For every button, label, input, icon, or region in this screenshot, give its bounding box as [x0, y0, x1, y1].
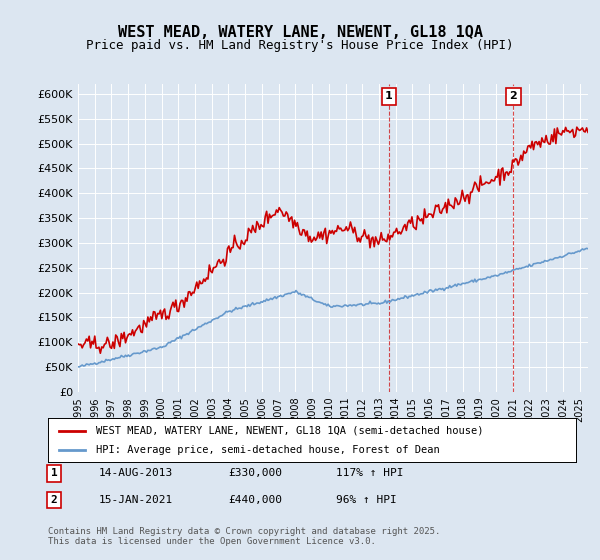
Text: 117% ↑ HPI: 117% ↑ HPI	[336, 468, 404, 478]
Text: WEST MEAD, WATERY LANE, NEWENT, GL18 1QA (semi-detached house): WEST MEAD, WATERY LANE, NEWENT, GL18 1QA…	[95, 426, 483, 436]
Text: 96% ↑ HPI: 96% ↑ HPI	[336, 495, 397, 505]
Text: 2: 2	[50, 495, 58, 505]
Text: £330,000: £330,000	[228, 468, 282, 478]
Text: 1: 1	[385, 91, 393, 101]
Text: Price paid vs. HM Land Registry's House Price Index (HPI): Price paid vs. HM Land Registry's House …	[86, 39, 514, 52]
Text: 1: 1	[50, 468, 58, 478]
Text: 15-JAN-2021: 15-JAN-2021	[99, 495, 173, 505]
Text: WEST MEAD, WATERY LANE, NEWENT, GL18 1QA: WEST MEAD, WATERY LANE, NEWENT, GL18 1QA	[118, 25, 482, 40]
Text: HPI: Average price, semi-detached house, Forest of Dean: HPI: Average price, semi-detached house,…	[95, 445, 439, 455]
Text: Contains HM Land Registry data © Crown copyright and database right 2025.
This d: Contains HM Land Registry data © Crown c…	[48, 526, 440, 546]
Text: £440,000: £440,000	[228, 495, 282, 505]
Text: 2: 2	[509, 91, 517, 101]
Text: 14-AUG-2013: 14-AUG-2013	[99, 468, 173, 478]
